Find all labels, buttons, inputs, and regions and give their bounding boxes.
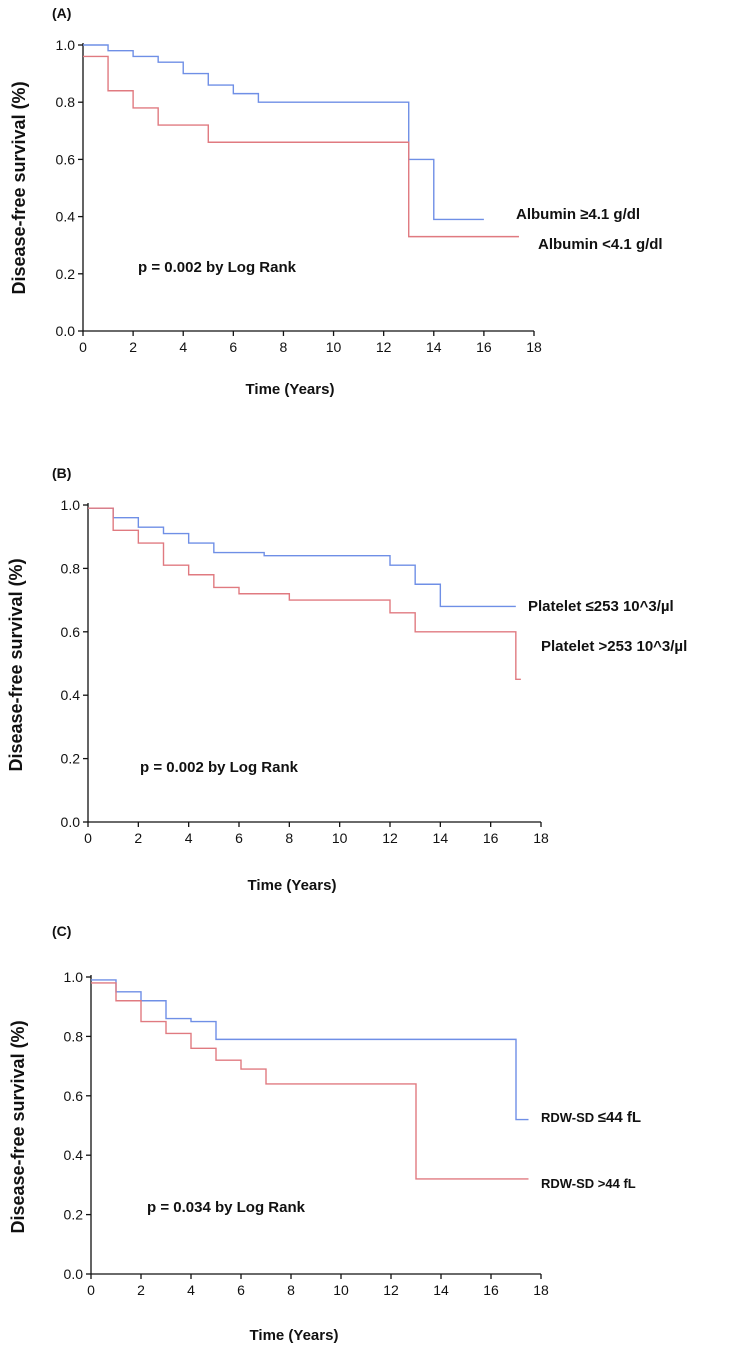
x-tick-label: 16 [476,339,492,355]
x-tick-label: 12 [376,339,392,355]
panel-label: (A) [52,5,71,21]
x-tick-label: 16 [483,830,499,846]
km-curve-series-0 [91,979,529,1121]
y-tick-label: 0.2 [64,1207,84,1223]
x-axis-label: Time (Years) [246,381,335,398]
x-axis-label: Time (Years) [250,1327,339,1344]
y-tick-label: 0.0 [56,323,76,339]
x-tick-label: 18 [533,1282,549,1298]
y-axis-label: Disease-free survival (%) [9,81,29,294]
y-tick-label: 0.4 [64,1147,84,1163]
y-tick-label: 0.8 [61,560,81,576]
y-tick-label: 0.4 [61,687,81,703]
x-tick-label: 4 [185,830,193,846]
log-rank-annotation: p = 0.002 by Log Rank [138,259,297,276]
x-tick-label: 2 [129,339,137,355]
km-chart-rdw: (C) 0 2 4 6 8 10 12 14 16 18 0.0 0.2 0.4 0.6 0.8 1.0 p … [8,923,641,1344]
x-tick-label: 8 [287,1282,295,1298]
y-tick-label: 0.6 [61,624,81,640]
km-curve-series-1 [91,982,529,1180]
legend-rdw-low-suffix: ≤44 fL [598,1109,641,1126]
x-tick-label: 14 [433,1282,449,1298]
y-axis-label: Disease-free survival (%) [6,558,26,771]
km-chart-platelet: (B) 0 2 4 6 8 10 12 14 16 18 0.0 0.2 0.4 0.6 0.8 1.0 p … [6,465,687,894]
y-tick-label: 0.6 [64,1088,84,1104]
x-tick-label: 10 [332,830,348,846]
km-chart-albumin: (A) 0 2 4 6 8 10 12 14 16 18 0.0 0.2 0.4 0.6 0.8 1.0 p … [9,5,663,398]
x-tick-label: 0 [79,339,87,355]
panel-label: (C) [52,923,71,939]
panel-label: (B) [52,465,71,481]
y-tick-label: 0.8 [64,1028,84,1044]
y-tick-label: 0.8 [56,94,76,110]
y-tick-label: 1.0 [64,969,84,985]
x-tick-label: 2 [134,830,142,846]
legend-platelet-high: Platelet >253 10^3/µl [541,638,687,655]
x-tick-label: 0 [87,1282,95,1298]
x-tick-label: 8 [280,339,288,355]
km-curve-series-0 [83,44,484,221]
km-curve-series-0 [88,507,516,608]
x-tick-label: 12 [382,830,398,846]
x-tick-label: 16 [483,1282,499,1298]
km-curve-series-1 [83,55,519,238]
x-tick-label: 6 [235,830,243,846]
y-tick-label: 0.6 [56,151,76,167]
legend-platelet-low: Platelet ≤253 10^3/µl [528,598,674,615]
x-axis-label: Time (Years) [248,877,337,894]
y-tick-label: 1.0 [56,37,76,53]
x-tick-label: 14 [433,830,449,846]
y-tick-label: 0.4 [56,209,76,225]
x-tick-label: 6 [229,339,237,355]
x-tick-label: 8 [285,830,293,846]
x-tick-label: 18 [526,339,542,355]
x-tick-label: 4 [187,1282,195,1298]
x-tick-label: 0 [84,830,92,846]
x-tick-label: 2 [137,1282,145,1298]
x-tick-label: 14 [426,339,442,355]
x-tick-label: 6 [237,1282,245,1298]
x-tick-label: 12 [383,1282,399,1298]
y-tick-label: 1.0 [61,497,81,513]
x-tick-label: 18 [533,830,549,846]
x-tick-label: 4 [179,339,187,355]
legend-albumin-high: Albumin ≥4.1 g/dl [516,206,640,223]
y-tick-label: 0.2 [61,751,81,767]
x-tick-label: 10 [326,339,342,355]
y-tick-label: 0.0 [64,1266,84,1282]
legend-rdw-low: RDW-SD ≤44 fL [541,1109,641,1126]
log-rank-annotation: p = 0.002 by Log Rank [140,759,299,776]
km-curve-series-1 [88,507,521,681]
y-tick-label: 0.0 [61,814,81,830]
x-tick-label: 10 [333,1282,349,1298]
legend-rdw-high-prefix: RDW-SD [541,1176,598,1191]
legend-rdw-high: RDW-SD >44 fL [541,1176,636,1191]
y-tick-label: 0.2 [56,266,76,282]
y-axis-label: Disease-free survival (%) [8,1020,28,1233]
log-rank-annotation: p = 0.034 by Log Rank [147,1199,306,1216]
legend-albumin-low: Albumin <4.1 g/dl [538,236,663,253]
legend-rdw-low-prefix: RDW-SD [541,1110,598,1125]
legend-rdw-high-suffix: >44 fL [598,1176,636,1191]
